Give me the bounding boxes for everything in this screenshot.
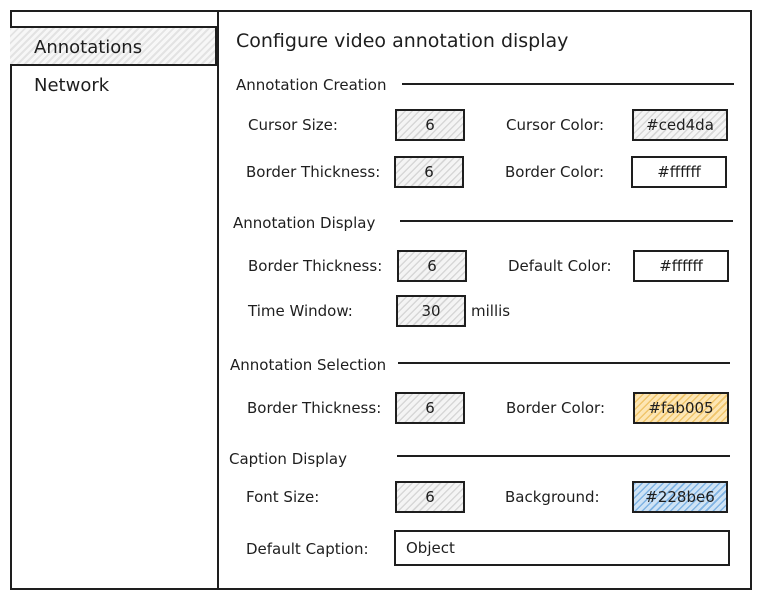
creation-border-thickness-label: Border Thickness: <box>246 163 381 181</box>
section-heading-caption-display: Caption Display <box>229 450 347 468</box>
default-color-label: Default Color: <box>508 257 612 275</box>
selection-border-thickness-label: Border Thickness: <box>247 399 382 417</box>
creation-border-thickness-input[interactable]: 6 <box>394 156 464 188</box>
cursor-color-label: Cursor Color: <box>506 116 605 134</box>
default-caption-input[interactable]: Object <box>394 530 730 566</box>
font-size-input[interactable]: 6 <box>395 481 465 513</box>
display-border-thickness-input[interactable]: 6 <box>397 250 467 282</box>
section-divider <box>400 220 733 222</box>
default-caption-label: Default Caption: <box>246 540 369 558</box>
creation-border-color-label: Border Color: <box>505 163 605 181</box>
sidebar-item-network[interactable]: Network <box>34 75 110 96</box>
section-heading-annotation-creation: Annotation Creation <box>236 76 387 94</box>
time-window-label: Time Window: <box>248 302 353 320</box>
selection-border-thickness-input[interactable]: 6 <box>395 392 465 424</box>
section-heading-annotation-selection: Annotation Selection <box>230 356 387 374</box>
section-divider <box>402 83 734 85</box>
display-border-thickness-label: Border Thickness: <box>248 257 383 275</box>
window-frame <box>10 10 752 590</box>
font-size-label: Font Size: <box>246 488 320 506</box>
time-window-unit: millis <box>471 302 511 320</box>
sidebar-item-annotations[interactable]: Annotations <box>10 26 217 66</box>
page-title: Configure video annotation display <box>236 30 569 52</box>
time-window-input[interactable]: 30 <box>396 295 466 327</box>
selection-border-color-input[interactable]: #fab005 <box>633 392 729 424</box>
creation-border-color-input[interactable]: #ffffff <box>631 156 727 188</box>
section-divider <box>398 362 730 364</box>
cursor-size-label: Cursor Size: <box>248 116 338 134</box>
cursor-size-input[interactable]: 6 <box>395 109 465 141</box>
cursor-color-input[interactable]: #ced4da <box>632 109 728 141</box>
sidebar: Annotations Network <box>10 10 219 590</box>
selection-border-color-label: Border Color: <box>506 399 606 417</box>
default-color-input[interactable]: #ffffff <box>633 250 729 282</box>
background-label: Background: <box>505 488 600 506</box>
section-heading-annotation-display: Annotation Display <box>233 214 376 232</box>
section-divider <box>397 455 730 457</box>
background-color-input[interactable]: #228be6 <box>632 481 728 513</box>
